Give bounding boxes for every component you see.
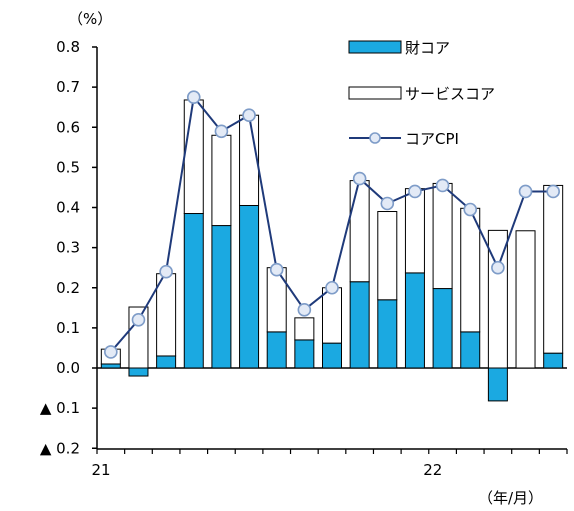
- services-core-bar: [156, 273, 177, 357]
- goods-core-bar: [543, 352, 564, 369]
- y-tick-label: 0.3: [56, 239, 80, 257]
- services-core-bar: [460, 207, 481, 333]
- core-cpi-marker: [463, 202, 478, 217]
- goods-core-bar: [183, 213, 204, 369]
- y-tick-label: 0.1: [56, 319, 80, 337]
- services-core-bar: [239, 114, 260, 206]
- core-cpi-marker: [325, 280, 339, 295]
- services-core-bar: [432, 182, 453, 290]
- goods-core-bar: [128, 367, 149, 377]
- legend-services-label: サービスコア: [405, 85, 495, 103]
- core-cpi-marker: [186, 90, 201, 104]
- core-cpi-marker: [546, 184, 560, 199]
- core-cpi-marker: [131, 313, 146, 327]
- core-cpi-marker: [435, 178, 450, 193]
- core-cpi-marker: [104, 345, 118, 359]
- services-core-bar: [266, 267, 287, 333]
- goods-core-bar: [377, 299, 398, 369]
- core-cpi-marker: [352, 171, 367, 186]
- core-cpi-marker: [518, 184, 533, 199]
- services-core-bar: [543, 184, 564, 354]
- legend-cpi-label: コアCPI: [405, 130, 459, 148]
- core-cpi-marker: [491, 260, 505, 275]
- y-tick-label: 0.8: [56, 38, 80, 56]
- y-tick-label: ▲ 0.1: [40, 399, 80, 417]
- services-core-bar: [294, 317, 315, 341]
- x-unit-label: （年/月）: [478, 489, 543, 507]
- x-tick-label: 21: [91, 461, 110, 479]
- services-core-bar: [211, 134, 232, 227]
- x-tick-label: 22: [423, 461, 442, 479]
- goods-core-bar: [266, 331, 287, 369]
- y-tick-label: ▲ 0.2: [40, 439, 80, 457]
- goods-core-bar: [294, 339, 315, 369]
- y-unit-label: （%）: [68, 10, 112, 28]
- goods-core-bar: [211, 225, 232, 369]
- services-core-bar: [377, 211, 398, 301]
- core-cpi-marker: [408, 184, 422, 199]
- services-core-bar: [322, 287, 342, 344]
- y-tick-label: 0.4: [56, 199, 80, 217]
- goods-core-bar: [100, 363, 121, 369]
- core-cpi-marker: [214, 124, 229, 139]
- core-cpi-marker: [269, 262, 284, 277]
- services-core-bar: [349, 180, 370, 283]
- goods-core-bar: [322, 342, 342, 369]
- y-tick-label: 0.0: [56, 359, 80, 377]
- legend-cpi-marker: [369, 132, 381, 144]
- legend-services-swatch: [348, 86, 402, 100]
- legend-goods-swatch: [348, 40, 402, 54]
- services-core-bar: [515, 230, 536, 369]
- services-core-bar: [404, 188, 425, 274]
- labels-group: 0.8 0.7 0.6 0.5 0.4 0.3 0.2 0.1 0.0 ▲ 0.1 ▲ 0.2 21 2…: [40, 38, 442, 479]
- goods-core-bar: [432, 288, 453, 369]
- y-tick-label: 0.5: [56, 158, 80, 176]
- goods-core-bar: [404, 272, 425, 369]
- y-tick-label: 0.2: [56, 279, 80, 297]
- core-cpi-marker: [297, 303, 312, 317]
- goods-core-bar: [239, 204, 260, 369]
- core-cpi-marker: [242, 108, 256, 123]
- core-cpi-marker: [380, 196, 395, 211]
- goods-core-bar: [487, 367, 508, 402]
- bars-group: [100, 99, 564, 402]
- line-group: [104, 90, 560, 359]
- core-cpi-marker: [159, 264, 173, 279]
- y-tick-label: 0.6: [56, 118, 80, 136]
- y-tick-label: 0.7: [56, 78, 80, 96]
- goods-core-bar: [156, 355, 177, 369]
- services-core-bar: [183, 99, 204, 215]
- goods-core-bar: [349, 281, 370, 369]
- goods-core-bar: [460, 331, 481, 369]
- legend-goods-label: 財コア: [405, 39, 450, 57]
